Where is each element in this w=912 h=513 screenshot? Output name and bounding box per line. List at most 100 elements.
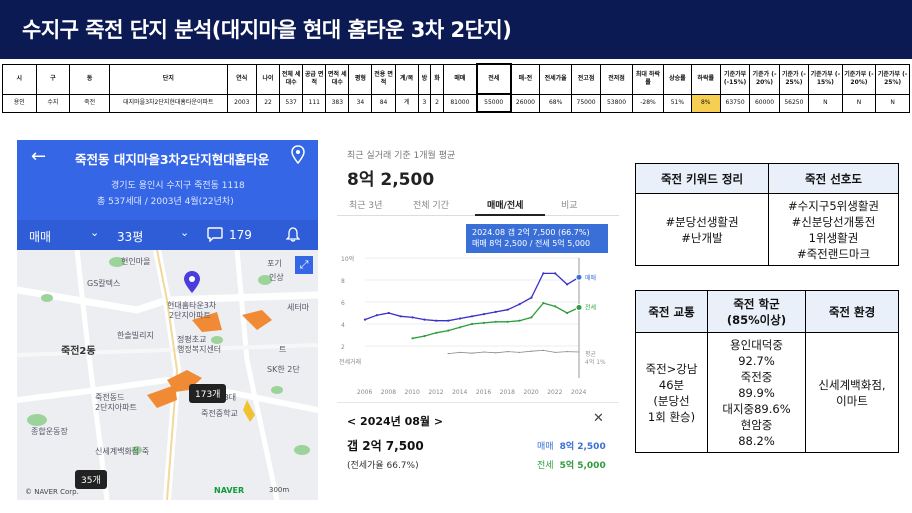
table-cell: 81000 xyxy=(442,93,478,113)
table-cell: 51% xyxy=(663,93,692,113)
data-point xyxy=(435,331,438,334)
table-cell: 수지 xyxy=(35,93,71,113)
map-label: 한솔빌리지 xyxy=(117,331,154,340)
column-header: 나이 xyxy=(255,63,281,95)
map-label: 행정복지센터 xyxy=(177,345,222,354)
preference-line: 1위생활권 xyxy=(808,230,859,245)
column-header: 구 xyxy=(35,63,71,95)
chevron-down-icon[interactable]: ⌄ xyxy=(90,226,100,239)
back-arrow-icon[interactable]: ← xyxy=(31,146,47,167)
table-cell: 용인 xyxy=(2,93,37,113)
data-point xyxy=(363,318,367,321)
close-icon[interactable]: ✕ xyxy=(593,411,604,426)
sale-value: 8억 2,500 xyxy=(559,442,606,452)
series-end-label: 평균 xyxy=(585,350,597,358)
school-cell: 용인대덕중 92.7% 죽전중 89.9% 대지중89.6% 현암중 88.2% xyxy=(707,332,806,453)
chevron-down-icon[interactable]: ⌄ xyxy=(180,226,190,239)
trade-type-select[interactable]: 매매 xyxy=(29,230,52,244)
bell-icon[interactable] xyxy=(286,227,300,242)
data-table: 시 구 동 단지 연식 나이 전체 세대수 공급 면적 면적 세대수 평형 전용 면적 계/복 방 화 매매… xyxy=(2,63,910,113)
table-cell: N xyxy=(841,93,877,113)
series-end-label: 전세 xyxy=(585,304,596,312)
tooltip-line: 2024.08 갭 2억 7,500 (66.7%) xyxy=(472,228,590,237)
tab-all-period[interactable]: 전체 기간 xyxy=(413,201,449,211)
tab-recent-3y[interactable]: 최근 3년 xyxy=(349,201,383,211)
table-cell: 60000 xyxy=(749,93,780,113)
comment-icon[interactable] xyxy=(207,227,223,242)
chart-tooltip: 2024.08 갭 2억 7,500 (66.7%) 매매 8억 2,500 /… xyxy=(466,224,608,253)
tab-sale-jeonse[interactable]: 매매/전세 xyxy=(487,201,524,211)
data-point xyxy=(423,318,426,321)
environment-line: 신세계백화점, xyxy=(818,377,886,392)
tab-indicator xyxy=(475,214,545,216)
table-cell: N xyxy=(875,93,910,113)
data-point xyxy=(411,337,414,340)
table-header-row: 시 구 동 단지 연식 나이 전체 세대수 공급 면적 면적 세대수 평형 전용 면적 계/복 방 화 매매… xyxy=(2,63,910,95)
selected-month: < 2024년 08월 > xyxy=(347,415,444,428)
transport-header: 죽전 교통 xyxy=(635,290,708,333)
map-view[interactable]: 현인마을 현대홈타운3차 2단지아파트 GS칼텍스 죽전2동 한솔빌리지 정평초… xyxy=(17,250,318,500)
location-pin-icon[interactable] xyxy=(291,145,305,165)
table-cell: 55000 xyxy=(475,93,512,113)
table-cell: 26000 xyxy=(509,93,541,113)
preference-line: #죽전랜드마크 xyxy=(796,246,871,261)
data-point xyxy=(542,302,545,305)
map-copyright: © NAVER Corp. xyxy=(25,488,79,496)
transport-line: 1회 환승) xyxy=(647,409,696,424)
school-line: 89.9% xyxy=(738,385,775,400)
transport-cell: 죽전>강남 46분 (분당선 1회 환승) xyxy=(635,332,708,453)
expand-icon[interactable]: ⤢ xyxy=(295,256,313,274)
map-label: 포기 xyxy=(267,259,282,268)
listing-count-badge[interactable]: 35개 xyxy=(75,470,107,489)
x-tick-label: 2006 xyxy=(357,389,372,396)
school-line: 현암중 xyxy=(740,417,773,432)
selected-pin-icon[interactable] xyxy=(183,270,201,294)
column-header: 상승률 xyxy=(663,63,692,95)
x-tick-label: 2022 xyxy=(547,389,562,396)
hover-point-sale xyxy=(575,273,583,281)
size-select[interactable]: 33평 xyxy=(117,230,144,244)
column-header: 전세가율 xyxy=(539,63,572,95)
units-year: 총 537세대 / 2003년 4월(22년차) xyxy=(97,197,234,207)
column-header: 시 xyxy=(2,63,37,95)
data-point xyxy=(387,311,390,315)
sale-row: 매매 8억 2,500 xyxy=(537,439,606,452)
data-point xyxy=(435,319,438,322)
keyword-line: #분당선생활권 xyxy=(665,214,739,229)
keyword-header: 죽전 키워드 정리 xyxy=(635,163,769,194)
data-point xyxy=(554,272,557,275)
table-cell: 2 xyxy=(430,93,444,113)
price-chart[interactable]: 10억 8 6 4 2 2006 2008 2010 2012 2014 2016 2018 2020 2… xyxy=(337,250,619,400)
table-cell: 대지마을3차2단지현대홈타운이파트 xyxy=(109,93,228,113)
table-cell: 68% xyxy=(539,93,572,113)
map-label: 정평초교 xyxy=(177,335,207,344)
school-line: 92.7% xyxy=(738,353,775,368)
column-header: 매매 xyxy=(442,63,478,95)
school-line: 죽전중 xyxy=(740,369,773,384)
data-point xyxy=(375,314,378,317)
x-tick-label: 2020 xyxy=(523,389,538,396)
map-label: 종합운동장 xyxy=(31,427,68,436)
table-cell: 56250 xyxy=(778,93,810,113)
data-point xyxy=(554,351,556,353)
naver-logo: NAVER xyxy=(214,486,245,495)
data-point xyxy=(459,317,462,320)
jeonse-value: 5억 5,000 xyxy=(559,461,606,471)
table-cell: 3 xyxy=(417,93,432,113)
preference-line: #신분당선개통전 xyxy=(791,214,876,229)
listing-count-badge[interactable]: 173개 xyxy=(189,384,227,403)
tab-compare[interactable]: 비교 xyxy=(561,201,578,211)
gap-amount: 갭 2억 7,500 xyxy=(347,439,424,453)
column-header: 단지 xyxy=(109,63,228,95)
sale-label: 매매 xyxy=(537,442,554,452)
address: 경기도 용인시 수지구 죽전동 1118 xyxy=(111,181,245,191)
data-point xyxy=(554,305,557,308)
y-tick-label: 2 xyxy=(341,344,345,351)
table-cell: 75000 xyxy=(570,93,602,113)
environment-header: 죽전 환경 xyxy=(805,290,899,333)
column-header: 기준가부 (-15%) xyxy=(808,63,843,95)
series-end-label: 4억 1% xyxy=(585,358,606,366)
table-cell: N xyxy=(808,93,843,113)
data-point xyxy=(459,351,461,353)
comment-count: 179 xyxy=(229,228,252,242)
